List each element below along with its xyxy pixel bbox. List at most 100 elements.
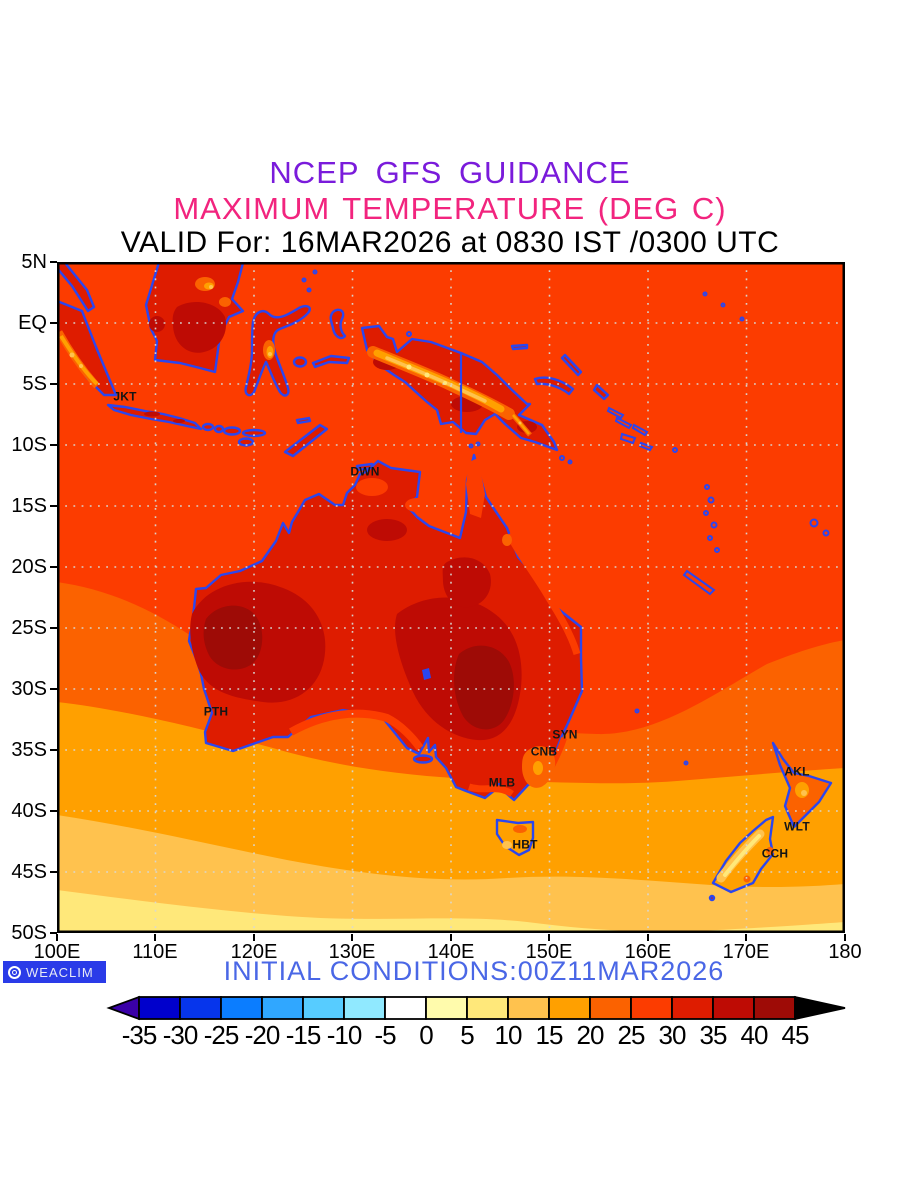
colorbar-right-arrow bbox=[794, 995, 846, 1021]
colorbar-cell bbox=[343, 996, 386, 1020]
borneo-highlands bbox=[219, 297, 231, 307]
city-label-pth: PTH bbox=[203, 704, 229, 719]
lon-label-160e: 160E bbox=[624, 941, 672, 963]
colorbar-cell bbox=[261, 996, 304, 1020]
title-parameter: MAXIMUM TEMPERATURE (DEG C) bbox=[173, 191, 727, 226]
temp-patch bbox=[467, 783, 514, 798]
island-solomon bbox=[631, 423, 649, 437]
island-bougainville bbox=[592, 383, 610, 401]
colorbar-cell bbox=[753, 996, 796, 1020]
lon-label-120e: 120E bbox=[230, 941, 278, 963]
island-dot bbox=[739, 316, 745, 322]
island-dot bbox=[306, 287, 312, 293]
small-islands bbox=[301, 269, 830, 766]
colorbar-left-arrow bbox=[106, 995, 140, 1021]
lon-tick-mark bbox=[548, 934, 550, 941]
map-frame bbox=[57, 262, 845, 933]
island-dot bbox=[406, 331, 412, 337]
weaclim-logo-icon bbox=[8, 965, 21, 979]
lat-tick-mark bbox=[50, 932, 57, 934]
temp-patch-hot bbox=[172, 301, 227, 353]
colorbar-tick-label: 25 bbox=[617, 1020, 646, 1050]
lat-tick-mark bbox=[50, 566, 57, 568]
initial-conditions-line: INITIAL CONDITIONS:00Z11MAR2026 bbox=[223, 956, 725, 986]
lon-tick-mark bbox=[56, 934, 58, 941]
island-vanuatu bbox=[704, 484, 710, 490]
city-label-dwn: DWN bbox=[350, 464, 380, 479]
lat-label-5s: 5S bbox=[22, 373, 47, 395]
landmass-halmahera bbox=[329, 308, 347, 340]
colorbar-cell bbox=[179, 996, 222, 1020]
temp-patch bbox=[356, 478, 388, 496]
island-vanuatu bbox=[707, 535, 713, 541]
band-5-10 bbox=[57, 890, 845, 933]
png-highlands bbox=[512, 414, 530, 435]
lat-tick-mark bbox=[50, 871, 57, 873]
lat-tick-mark bbox=[50, 261, 57, 263]
colorbar-cell bbox=[712, 996, 755, 1020]
land-temperature-detail bbox=[57, 277, 809, 883]
island-new-britain bbox=[533, 376, 575, 396]
lat-label-25s: 25S bbox=[11, 617, 47, 639]
temp-patch-alpine bbox=[533, 761, 543, 775]
island-buru bbox=[292, 356, 308, 368]
colorbar-tick-label: -20 bbox=[244, 1020, 281, 1050]
lon-tick-mark bbox=[844, 934, 846, 941]
island-dot bbox=[683, 760, 689, 766]
colorbar-tick-label: 30 bbox=[658, 1020, 687, 1050]
colorbar-tick-label: -25 bbox=[203, 1020, 240, 1050]
colorbar-cell bbox=[507, 996, 550, 1020]
lat-tick-mark bbox=[50, 505, 57, 507]
island-dot bbox=[468, 443, 474, 449]
weaclim-logo-text: WEACLIM bbox=[26, 964, 94, 980]
temp-patch-hot bbox=[173, 419, 185, 423]
sumatra-highlands bbox=[79, 364, 83, 368]
lon-tick-mark bbox=[351, 934, 353, 941]
lat-label-5n: 5N bbox=[21, 251, 47, 273]
lon-label-170e: 170E bbox=[722, 941, 770, 963]
island-dot bbox=[634, 708, 640, 714]
lat-tick-mark bbox=[50, 627, 57, 629]
colorbar-cell bbox=[220, 996, 263, 1020]
temp-patch bbox=[405, 498, 429, 512]
lat-label-15s: 15S bbox=[11, 495, 47, 517]
lat-label-50s: 50S bbox=[11, 922, 47, 944]
colorbar-cell bbox=[548, 996, 591, 1020]
city-label-hbt: HBT bbox=[512, 837, 538, 852]
colorbar-tick-label: 45 bbox=[781, 1020, 810, 1050]
lon-tick-mark bbox=[154, 934, 156, 941]
island-solomon bbox=[606, 406, 625, 420]
colorbar-cell bbox=[138, 996, 181, 1020]
temp-patch-hottest bbox=[203, 605, 263, 670]
island-fiji bbox=[822, 529, 830, 537]
colorbar-cell bbox=[302, 996, 345, 1020]
island-admiralty bbox=[510, 343, 529, 351]
city-label-akl: AKL bbox=[784, 764, 810, 779]
title-model: NCEP GFS GUIDANCE bbox=[269, 155, 631, 190]
temp-patch-hot bbox=[442, 557, 491, 608]
lat-label-35s: 35S bbox=[11, 739, 47, 761]
colorbar-tick-label: -35 bbox=[121, 1020, 158, 1050]
lon-tick-mark bbox=[745, 934, 747, 941]
temp-patch-hot bbox=[367, 519, 407, 541]
temp-patch-hottest bbox=[454, 645, 514, 730]
temp-patch bbox=[505, 532, 581, 656]
lon-label-140e: 140E bbox=[427, 941, 475, 963]
island-stewart bbox=[708, 894, 716, 902]
island-vanuatu bbox=[707, 496, 715, 504]
island-vanuatu bbox=[710, 521, 718, 529]
colorbar-tick-label: 10 bbox=[494, 1020, 523, 1050]
island-solomon bbox=[619, 432, 637, 445]
island-sumbawa bbox=[222, 426, 242, 436]
island-dot bbox=[702, 291, 708, 297]
island-dot bbox=[720, 302, 726, 308]
lat-tick-mark bbox=[50, 810, 57, 812]
colorbar bbox=[106, 995, 846, 1021]
lon-label-180: 180 bbox=[828, 941, 862, 963]
island-bali bbox=[201, 422, 215, 432]
landmass-malay-peninsula bbox=[57, 262, 96, 313]
city-label-jkt: JKT bbox=[113, 389, 137, 404]
colorbar-cell bbox=[466, 996, 509, 1020]
colorbar-tick-label: -5 bbox=[374, 1020, 396, 1050]
